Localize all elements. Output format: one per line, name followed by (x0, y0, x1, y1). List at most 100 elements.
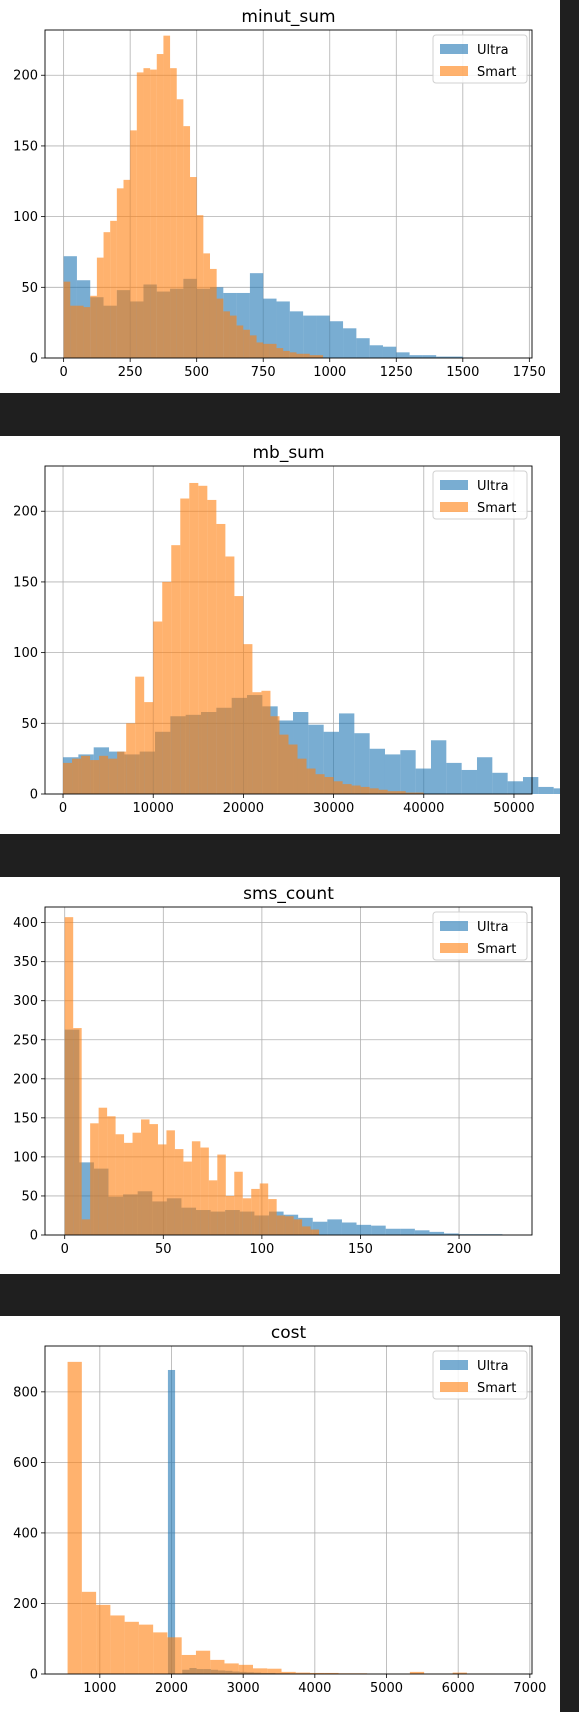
smart-bar (150, 69, 157, 358)
ultra-bar (400, 1228, 415, 1235)
smart-bar (269, 343, 277, 358)
axes-frame (44, 465, 533, 795)
x-tick-label: 4000 (298, 1681, 331, 1696)
smart-bar (405, 792, 415, 794)
ultra-bar (415, 768, 431, 794)
smart-bar (183, 126, 191, 358)
ultra-bar (289, 311, 304, 358)
ultra-bar (436, 356, 450, 358)
ultra-legend-label: Ultra (477, 1359, 509, 1374)
smart-bar (409, 1671, 425, 1674)
smart-bar (210, 1659, 225, 1674)
ultra-bar (384, 754, 401, 794)
smart-legend-label: Smart (477, 942, 516, 957)
axes-frame (44, 906, 533, 1236)
smart-bar (259, 1183, 269, 1235)
smart-legend-label: Smart (477, 65, 516, 80)
x-tick-label: 7000 (513, 1681, 546, 1696)
y-tick-label: 350 (13, 955, 38, 970)
smart-bar (225, 1195, 235, 1235)
smart-bar (107, 1116, 116, 1235)
chart-title: sms_count (243, 884, 334, 904)
smart-bar (217, 1154, 226, 1235)
x-tick-label: 30000 (313, 801, 354, 816)
smart-bar (90, 1123, 99, 1235)
smart-bar (124, 1142, 133, 1235)
legend: Ultra Smart (432, 34, 528, 84)
y-tick-label: 100 (13, 646, 38, 661)
smart-bar (153, 621, 163, 794)
smart-series (67, 1361, 496, 1674)
smart-bar (110, 1615, 125, 1674)
ultra-bar (409, 355, 423, 358)
smart-bar (324, 777, 334, 794)
smart-bar (276, 348, 284, 358)
smart-bar (216, 298, 224, 358)
ultra-bar (263, 298, 277, 358)
y-tick-label: 0 (30, 1229, 38, 1244)
x-tick-label: 10000 (133, 801, 174, 816)
x-tick-label: 150 (348, 1242, 373, 1257)
smart-bar (124, 1621, 139, 1674)
smart-bar (138, 1624, 154, 1674)
smart-bar (276, 1215, 286, 1235)
ultra-bar (461, 769, 477, 794)
smart-bar (156, 54, 164, 358)
smart-bar (110, 220, 117, 358)
smart-bar (251, 1188, 260, 1235)
ultra-bar (356, 1224, 372, 1235)
cost-histogram-panel: cost 1000 2000 3000 4000 5000 6000 7000 0 200 400 6… (0, 1316, 560, 1712)
smart-bar (267, 1668, 282, 1674)
ultra-bar (422, 355, 437, 358)
smart-bar (64, 917, 74, 1235)
ultra-bar (507, 781, 523, 794)
smart-bar (149, 1124, 158, 1235)
ultra-bar (369, 345, 383, 358)
smart-bar (452, 1672, 467, 1674)
smart-bar (115, 1134, 125, 1235)
chart-svg: cost 1000 2000 3000 4000 5000 6000 7000 0 200 400 6… (13, 1323, 546, 1696)
ultra-legend-label: Ultra (477, 920, 509, 935)
x-tick-label: 5000 (370, 1681, 403, 1696)
smart-bar (76, 305, 84, 358)
x-tick-label: 1000 (313, 365, 346, 380)
smart-bar (414, 792, 424, 794)
ultra-legend-swatch (440, 921, 468, 931)
smart-bar (96, 257, 104, 358)
smart-bar (324, 1672, 339, 1674)
ultra-bar (430, 740, 447, 794)
x-tick-label: 2000 (155, 1681, 188, 1696)
smart-bar (387, 791, 397, 794)
smart-bar (293, 1219, 303, 1235)
smart-bar (223, 311, 230, 358)
smart-bar (170, 68, 177, 358)
smart-bar (141, 1119, 150, 1235)
smart-bar (143, 68, 151, 358)
mb-sum-histogram-panel: mb_sum 0 10000 20000 30000 40000 50000 0 50 100 15… (0, 436, 560, 834)
ultra-bar (371, 1225, 386, 1235)
smart-bar (268, 1199, 277, 1235)
x-tick-label: 1500 (446, 365, 479, 380)
ultra-bar (446, 762, 462, 794)
smart-bar (310, 1672, 325, 1674)
smart-bar (70, 305, 77, 358)
smart-bar (249, 335, 257, 358)
smart-bar (208, 1180, 218, 1235)
smart-bar (126, 723, 136, 794)
smart-bar (396, 791, 406, 794)
smart-legend-label: Smart (477, 1381, 516, 1396)
smart-bar (270, 716, 280, 794)
smart-bar (132, 1132, 142, 1235)
y-tick-label: 200 (13, 69, 38, 84)
ultra-bar (343, 328, 357, 358)
smart-bar (99, 755, 109, 794)
smart-bar (130, 130, 137, 358)
smart-bar (73, 1028, 82, 1235)
y-tick-label: 150 (13, 1111, 38, 1126)
x-tick-label: 250 (118, 365, 143, 380)
chart-svg: minut_sum 0 250 500 750 1000 1250 1500 1750 0 50 10… (13, 7, 546, 380)
smart-bar (288, 744, 298, 794)
ultra-bar (382, 346, 397, 358)
smart-bar (295, 1672, 311, 1674)
smart-bar (216, 523, 226, 794)
